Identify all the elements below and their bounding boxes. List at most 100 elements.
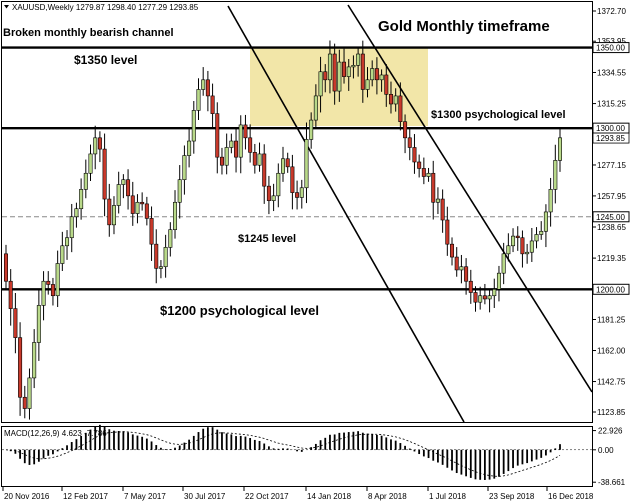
macd-info: MACD(12,26,9) 4.623 -7.786 [4,429,107,438]
macd-tick-label: 22.926 [598,427,623,436]
candle-body [473,292,478,303]
candle-body [313,95,318,121]
candle-body [97,137,102,150]
candle-body [548,189,553,213]
candle-body [158,266,163,269]
candle-body [135,201,140,214]
candle-body [346,66,351,77]
candle-body [403,121,408,139]
candle-body [299,187,304,198]
candle-body [271,195,276,201]
candle-body [435,198,440,203]
candle-body [478,295,483,303]
candle-body [407,137,412,148]
candle-body [398,95,403,123]
candle-body [459,266,464,271]
candle-body [323,71,328,81]
candle-body [445,219,450,245]
level-price-box [592,283,630,295]
macd-signal-line [5,431,561,477]
level-price-label: 1300.00 [596,124,625,133]
candle-body [93,137,98,155]
candle-body [210,95,215,114]
level-price-label: 1200.00 [596,285,625,294]
candle-body [27,377,32,409]
candles [4,40,562,420]
candle-body [515,235,520,239]
candle-body [32,342,37,379]
candle-body [79,189,84,210]
candle-body [520,237,525,255]
macd-axis: 22.926 0.00 -38.661 [592,427,626,487]
candle-body [487,295,492,300]
candle-body [243,124,248,139]
candle-body [337,61,342,92]
candle-body [50,284,55,297]
candle-body [116,184,121,206]
candle-body [140,201,145,205]
candle-body [173,201,178,230]
candle-body [182,155,187,181]
candle-body [280,158,285,174]
candle-body [417,161,422,169]
x-tick-label: 23 Sep 2018 [489,492,535,501]
candle-body [60,245,65,264]
candle-body [450,243,455,258]
y-tick-label: 1123.85 [597,408,626,417]
candle-body [285,158,290,168]
candle-body [69,216,74,239]
candle-body [168,229,173,248]
y-tick-label: 1219.35 [597,254,626,263]
x-tick-label: 22 Oct 2017 [245,492,289,501]
candle-body [295,192,300,198]
candle-body [229,140,234,148]
candle-body [276,172,281,197]
y-tick-label: 1142.75 [597,378,626,387]
x-tick-label: 16 Dec 2018 [548,492,594,501]
channel-label: Broken monthly bearish channel [3,27,174,39]
channel-line-upper [347,4,593,393]
x-tick-label: 12 Feb 2017 [63,492,108,501]
candle-body [224,147,229,166]
candle-body [111,205,116,226]
candle-body [8,280,13,309]
candle-body [205,79,210,97]
candle-body [511,235,516,247]
candle-body [309,119,314,140]
candle-body [327,53,332,81]
candle-body [266,185,271,201]
y-tick-label: 1315.25 [597,100,626,109]
candle-body [534,234,539,242]
x-tick-label: 14 Jan 2018 [307,492,352,501]
candle-body [262,153,267,187]
chart-title: Gold Monthly timeframe [378,18,550,35]
candle-body [543,211,548,232]
candle-body [332,53,337,92]
candle-body [36,305,41,343]
y-tick-label: 1238.65 [597,223,626,232]
channel-line-lower [227,5,465,423]
candle-body [557,137,562,161]
level-price-label: 1350.00 [596,44,625,53]
candle-body [144,203,149,219]
candle-body [351,65,356,68]
candle-body [360,53,365,90]
candle-body [304,139,309,189]
candle-body [248,137,253,153]
candle-body [356,53,361,66]
candle-body [454,256,459,271]
candle-body [13,308,18,338]
candle-body [126,179,131,197]
macd-tick-label: 0.00 [598,446,614,455]
dropdown-icon[interactable] [4,5,9,9]
candle-body [468,280,473,293]
candle-body [4,253,9,282]
candle-body [177,179,182,203]
candle-body [393,95,398,105]
candle-body [431,172,436,203]
level-1200-label: $1200 psychological level [160,303,319,318]
candle-body [525,251,530,255]
candle-body [496,272,501,290]
